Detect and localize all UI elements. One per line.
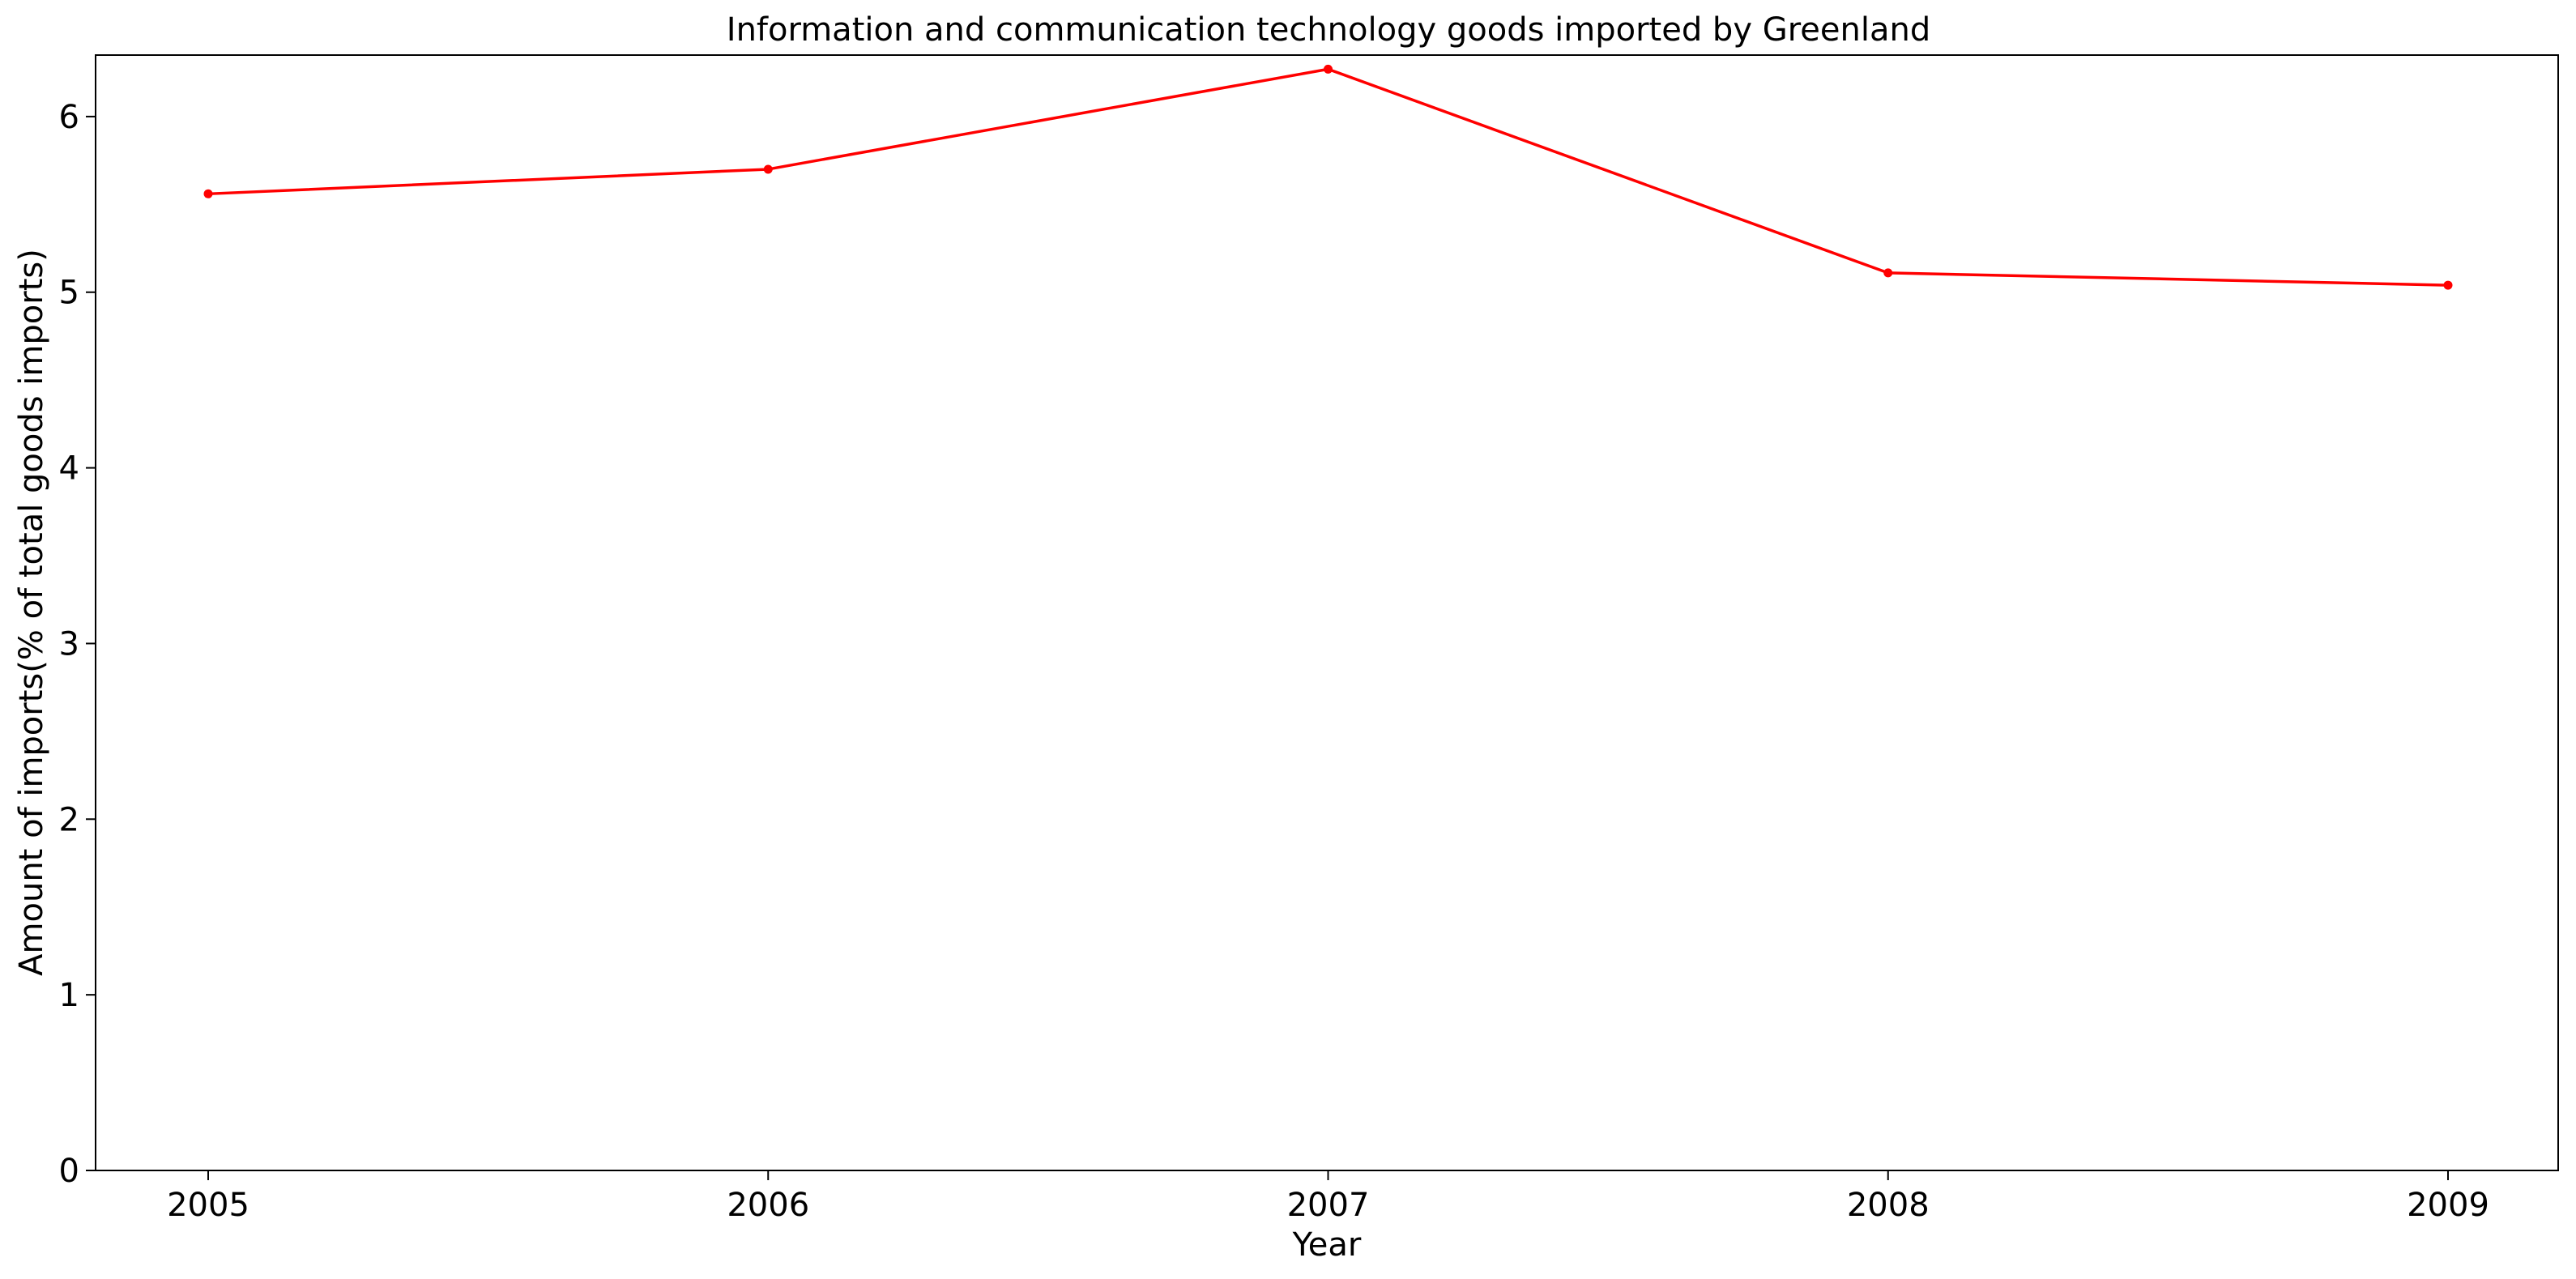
- data-point: [203, 189, 213, 198]
- x-axis-label: Year: [1292, 1226, 1362, 1264]
- data-point: [1883, 268, 1893, 278]
- y-tick-label: 2: [59, 801, 79, 838]
- y-tick-label: 0: [59, 1153, 79, 1190]
- y-tick-label: 6: [59, 99, 79, 136]
- x-tick-label: 2008: [1847, 1187, 1930, 1224]
- y-tick-label: 3: [59, 625, 79, 663]
- data-point: [2443, 280, 2453, 290]
- x-tick-label: 2005: [167, 1187, 249, 1224]
- data-point: [763, 164, 773, 174]
- y-tick-label: 4: [59, 450, 79, 488]
- data-point: [1324, 64, 1333, 74]
- x-tick-label: 2006: [727, 1187, 809, 1224]
- x-tick-label: 2009: [2407, 1187, 2489, 1224]
- chart-title: Information and communication technology…: [727, 11, 1930, 49]
- x-tick-label: 2007: [1287, 1187, 1370, 1224]
- x-axis-ticks: 2005 2006 2007 2008 2009: [167, 1170, 2489, 1224]
- y-axis-label: Amount of imports(% of total goods impor…: [13, 249, 50, 976]
- y-axis-ticks: 0 1 2 3 4 5 6: [59, 99, 96, 1190]
- plot-area-frame: [95, 54, 2559, 1171]
- y-tick-label: 5: [59, 275, 79, 312]
- y-tick-label: 1: [59, 977, 79, 1014]
- series-group: [203, 64, 2453, 290]
